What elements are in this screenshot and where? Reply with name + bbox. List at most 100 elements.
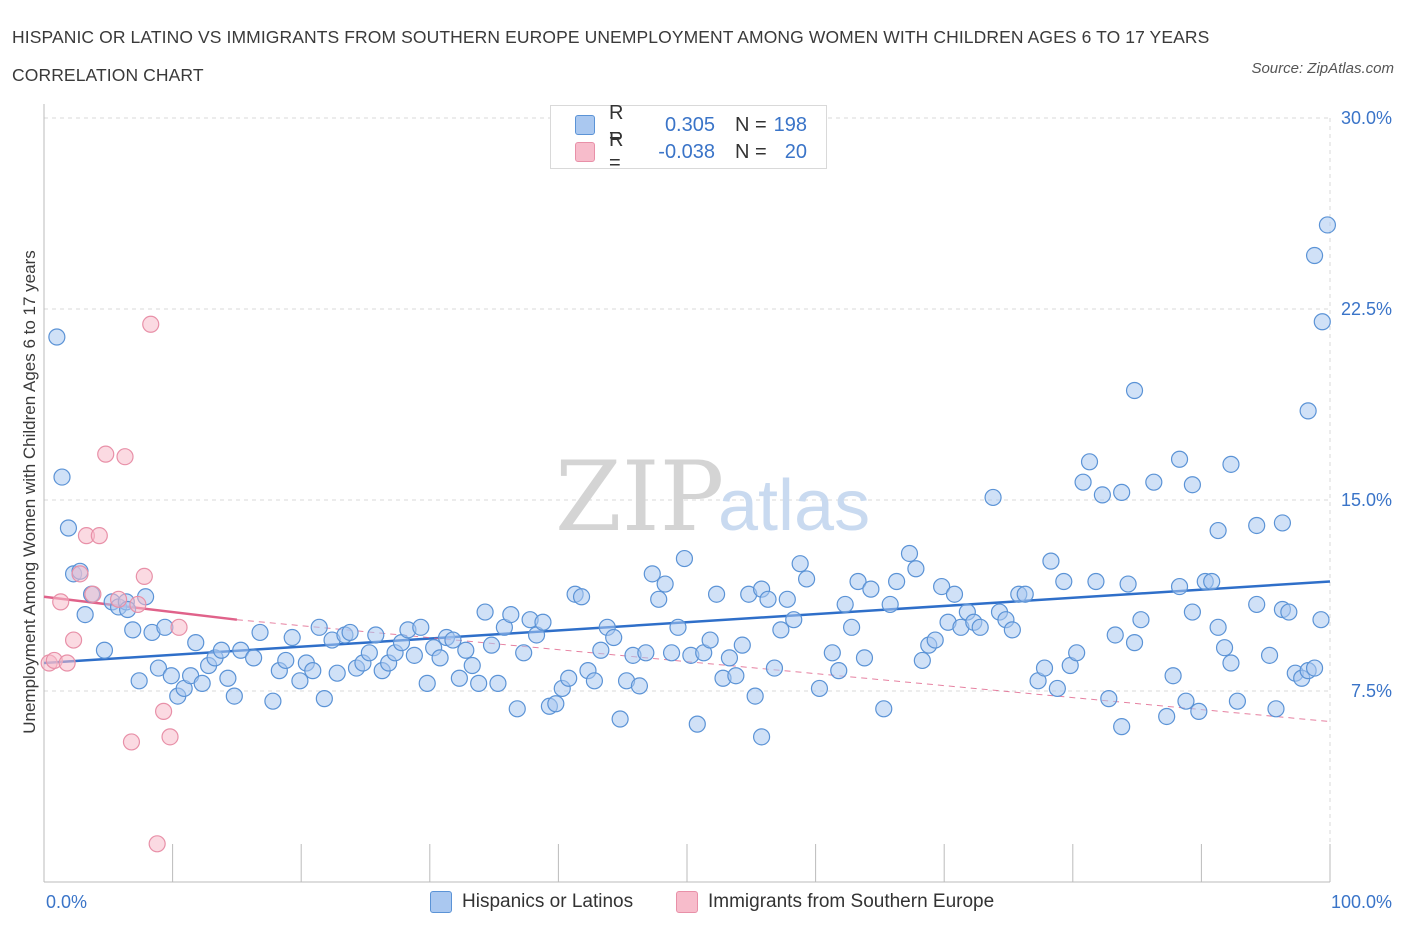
hispanic-point xyxy=(1106,626,1124,644)
hispanic-point xyxy=(823,644,841,662)
hispanic-point xyxy=(688,715,706,733)
southern-europe-point xyxy=(129,595,147,614)
hispanic-point xyxy=(592,641,610,659)
series-legend-southern-europe: Immigrants from Southern Europe xyxy=(676,890,994,914)
hispanic-point xyxy=(405,646,423,664)
hispanic-point xyxy=(900,544,919,563)
hispanic-point xyxy=(482,636,501,654)
legend-n-label: N = xyxy=(735,140,767,163)
hispanic-point xyxy=(547,695,565,713)
hispanic-point xyxy=(232,641,250,659)
hispanic-point xyxy=(643,565,661,583)
hispanic-point xyxy=(225,687,243,705)
tick-labels: 7.5% 15.0% 22.5% 30.0% 0.0% 100.0% xyxy=(46,108,1392,912)
southern-europe-point xyxy=(97,445,115,463)
hispanic-point xyxy=(611,710,629,728)
trend-line-hispanic xyxy=(43,580,1331,665)
hispanic-point xyxy=(727,667,745,685)
hispanic-point xyxy=(656,575,674,593)
hispanic-point xyxy=(1183,603,1201,621)
x-tick-label: 100.0% xyxy=(1331,892,1392,912)
southern-europe-point xyxy=(90,527,108,545)
y-tick-label: 30.0% xyxy=(1341,108,1392,128)
hispanic-point xyxy=(1080,453,1099,471)
hispanic-point xyxy=(310,618,328,636)
hispanic-point xyxy=(650,590,668,608)
hispanic-point xyxy=(585,672,604,690)
hispanic-point xyxy=(797,570,816,588)
legend-r-value: 0.305 xyxy=(664,113,715,136)
hispanic-point xyxy=(1260,646,1279,664)
hispanic-point xyxy=(187,634,205,652)
hispanic-point xyxy=(431,649,449,667)
hispanic-point xyxy=(746,687,764,705)
hispanic-point xyxy=(759,590,777,608)
legend-swatch-blue xyxy=(430,891,452,913)
hispanic-point xyxy=(508,700,526,718)
y-tick-label: 15.0% xyxy=(1341,490,1392,510)
hispanic-point xyxy=(733,636,751,654)
southern-europe-point xyxy=(135,567,153,586)
legend-n-value: 198 xyxy=(773,113,807,136)
hispanic-point xyxy=(1158,707,1176,726)
hispanic-point xyxy=(560,669,578,687)
hispanic-point xyxy=(945,585,964,603)
correlation-legend: R = 0.305 N = 198 R = -0.038 N = 20 xyxy=(550,102,827,174)
y-tick-label: 22.5% xyxy=(1341,299,1392,319)
hispanic-point xyxy=(778,590,796,608)
legend-row-hispanic: R = 0.305 N = 198 xyxy=(575,102,807,147)
hispanic-point xyxy=(875,700,893,718)
southern-europe-point xyxy=(58,654,76,672)
hispanic-point xyxy=(1248,516,1266,535)
legend-r-label: R = xyxy=(609,129,624,174)
hispanic-point xyxy=(1170,577,1189,596)
hispanic-point xyxy=(315,690,333,708)
hispanic-point xyxy=(701,631,719,649)
hispanic-point xyxy=(1313,313,1331,331)
hispanic-point xyxy=(572,588,591,606)
watermark: ZIP atlas xyxy=(555,441,870,553)
hispanic-point xyxy=(1125,381,1144,400)
hispanic-point xyxy=(457,641,475,659)
hispanic-point xyxy=(95,641,114,659)
hispanic-point xyxy=(277,651,295,670)
hispanic-point xyxy=(304,662,322,680)
hispanic-point xyxy=(720,649,739,667)
hispanic-point xyxy=(662,644,681,662)
legend-swatch-pink xyxy=(676,891,698,913)
southern-europe-point xyxy=(71,565,89,583)
hispanic-point xyxy=(1048,679,1066,698)
hispanic-point xyxy=(855,649,874,667)
axes xyxy=(43,104,1331,883)
hispanic-point xyxy=(1074,473,1092,491)
hispanic-point xyxy=(630,677,649,695)
hispanic-point xyxy=(888,572,906,591)
southern-europe-point xyxy=(170,618,188,636)
hispanic-point xyxy=(791,555,809,573)
hispanic-point xyxy=(489,674,507,692)
hispanic-point xyxy=(933,577,951,596)
legend-row-southern-europe: R = -0.038 N = 20 xyxy=(575,129,807,174)
hispanic-point xyxy=(785,611,803,629)
hispanic-point xyxy=(830,662,848,680)
hispanic-point xyxy=(212,641,231,659)
hispanic-point xyxy=(515,644,533,662)
watermark-zip: ZIP xyxy=(555,441,724,553)
hispanic-point xyxy=(476,603,494,621)
hispanic-point xyxy=(862,580,880,598)
hispanic-point xyxy=(669,618,687,636)
hispanic-point xyxy=(59,519,78,537)
legend-n-value: 20 xyxy=(784,140,807,163)
hispanic-point xyxy=(1215,639,1234,657)
hispanic-point xyxy=(843,618,861,636)
hispanic-point xyxy=(283,628,301,647)
hispanic-point xyxy=(1170,450,1189,468)
hispanic-point xyxy=(1113,718,1131,736)
hispanic-point xyxy=(360,644,378,662)
hispanic-point xyxy=(444,631,462,649)
hispanic-point xyxy=(219,669,237,687)
hispanic-point xyxy=(1222,455,1240,473)
hispanic-point xyxy=(193,674,211,692)
hispanic-point xyxy=(1016,585,1034,603)
